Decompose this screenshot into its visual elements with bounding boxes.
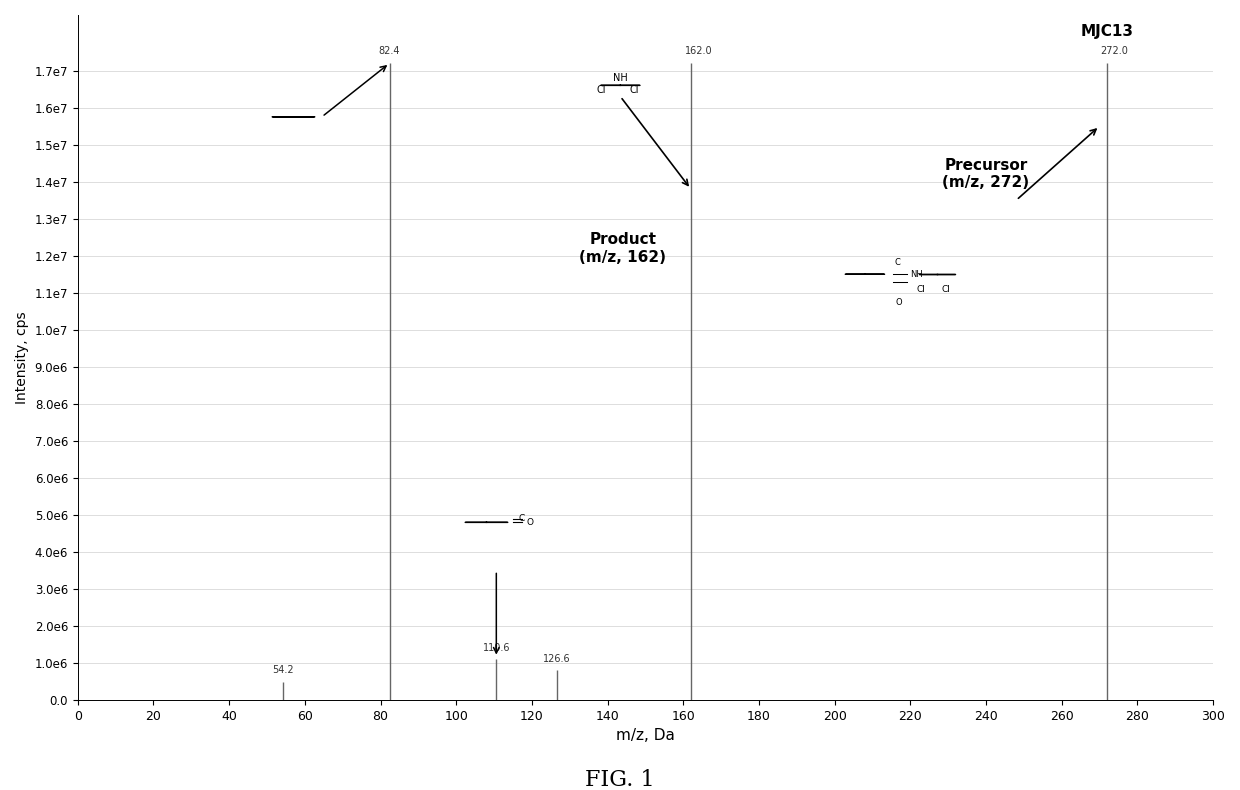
Y-axis label: Intensity, cps: Intensity, cps bbox=[15, 311, 29, 404]
Text: FIG. 1: FIG. 1 bbox=[585, 769, 655, 790]
Text: 54.2: 54.2 bbox=[272, 665, 294, 675]
Text: 272.0: 272.0 bbox=[1101, 47, 1128, 56]
Text: 82.4: 82.4 bbox=[379, 47, 401, 56]
Text: MJC13: MJC13 bbox=[1080, 24, 1133, 39]
Text: Cl: Cl bbox=[941, 285, 950, 295]
Text: O: O bbox=[526, 518, 533, 527]
Text: Cl: Cl bbox=[629, 85, 639, 96]
Text: C: C bbox=[894, 258, 900, 267]
Text: NH: NH bbox=[613, 73, 627, 83]
Text: NH: NH bbox=[910, 269, 923, 279]
X-axis label: m/z, Da: m/z, Da bbox=[616, 728, 675, 743]
Text: Cl: Cl bbox=[596, 85, 606, 96]
Text: 110.6: 110.6 bbox=[482, 643, 510, 653]
Text: 126.6: 126.6 bbox=[543, 654, 570, 664]
Text: Precursor
(m/z, 272): Precursor (m/z, 272) bbox=[942, 158, 1029, 190]
Text: Product
(m/z, 162): Product (m/z, 162) bbox=[579, 232, 666, 265]
Text: Cl: Cl bbox=[916, 285, 925, 295]
Text: O: O bbox=[895, 298, 903, 307]
Text: 162.0: 162.0 bbox=[684, 47, 712, 56]
Text: C: C bbox=[518, 514, 525, 523]
